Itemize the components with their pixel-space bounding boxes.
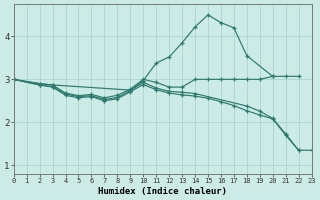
X-axis label: Humidex (Indice chaleur): Humidex (Indice chaleur) [98, 187, 227, 196]
